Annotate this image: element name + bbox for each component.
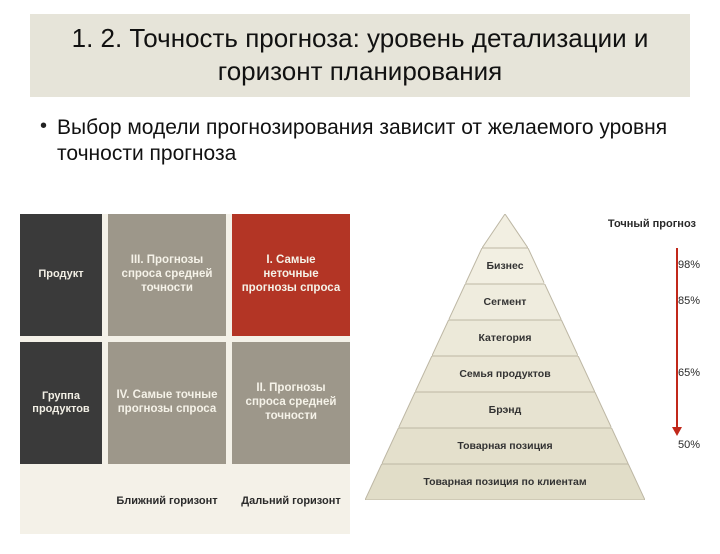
pyramid-percent: 50% bbox=[678, 439, 700, 451]
bullet-text: Выбор модели прогнозирования зависит от … bbox=[57, 115, 680, 168]
bullet-dot-icon: • bbox=[40, 115, 47, 137]
matrix-cell: III. Прогнозы спроса средней точности bbox=[102, 214, 226, 342]
pyramid-tier: Товарная позиция bbox=[382, 428, 629, 464]
title-band: 1. 2. Точность прогноза: уровень детализ… bbox=[30, 14, 690, 97]
pyramid-tier: Категория bbox=[432, 320, 578, 356]
matrix-blank bbox=[20, 470, 102, 534]
pyramid-tier-label: Товарная позиция по клиентам bbox=[423, 476, 586, 488]
matrix-row-head: Группа продуктов bbox=[20, 342, 102, 470]
pyramid-tier: Сегмент bbox=[449, 284, 562, 320]
bullet-row: • Выбор модели прогнозирования зависит о… bbox=[40, 115, 680, 168]
pyramid-tier: Товарная позиция по клиентам bbox=[365, 464, 645, 500]
pyramid-tier-label: Сегмент bbox=[484, 296, 527, 308]
matrix-cell: IV. Самые точные прогнозы спроса bbox=[102, 342, 226, 470]
pyramid-tier-label: Категория bbox=[478, 332, 531, 344]
pyramid-tier: Брэнд bbox=[398, 392, 611, 428]
pyramid-tier-label: Брэнд bbox=[489, 404, 522, 416]
accuracy-matrix: ПродуктIII. Прогнозы спроса средней точн… bbox=[20, 214, 350, 534]
pyramid-tier-label: Семья продуктов bbox=[459, 368, 550, 380]
pyramid-panel: Точный прогноз БизнесСегментКатегорияСем… bbox=[360, 214, 700, 534]
matrix-cell: I. Самые неточные прогнозы спроса bbox=[226, 214, 350, 342]
pyramid-tier-label: Товарная позиция bbox=[457, 440, 552, 452]
pyramid-percent: 65% bbox=[678, 367, 700, 379]
pyramid-tier: Семья продуктов bbox=[415, 356, 595, 392]
matrix-col-head: Дальний горизонт bbox=[226, 470, 350, 534]
pyramid-percent: 85% bbox=[678, 295, 700, 307]
matrix-cell: II. Прогнозы спроса средней точности bbox=[226, 342, 350, 470]
pyramid: Бизнес Сегмент Категория Семья продуктов Брэ… bbox=[360, 214, 650, 500]
pyramid-tier-label: Бизнес bbox=[486, 260, 523, 272]
pyramid-percent: 98% bbox=[678, 259, 700, 271]
content-area: ПродуктIII. Прогнозы спроса средней точн… bbox=[20, 214, 700, 534]
accuracy-arrow-icon bbox=[676, 248, 678, 428]
page-title: 1. 2. Точность прогноза: уровень детализ… bbox=[40, 22, 680, 87]
matrix-row-head: Продукт bbox=[20, 214, 102, 342]
matrix-col-head: Ближний горизонт bbox=[102, 470, 226, 534]
pyramid-tier: Бизнес bbox=[465, 248, 544, 284]
